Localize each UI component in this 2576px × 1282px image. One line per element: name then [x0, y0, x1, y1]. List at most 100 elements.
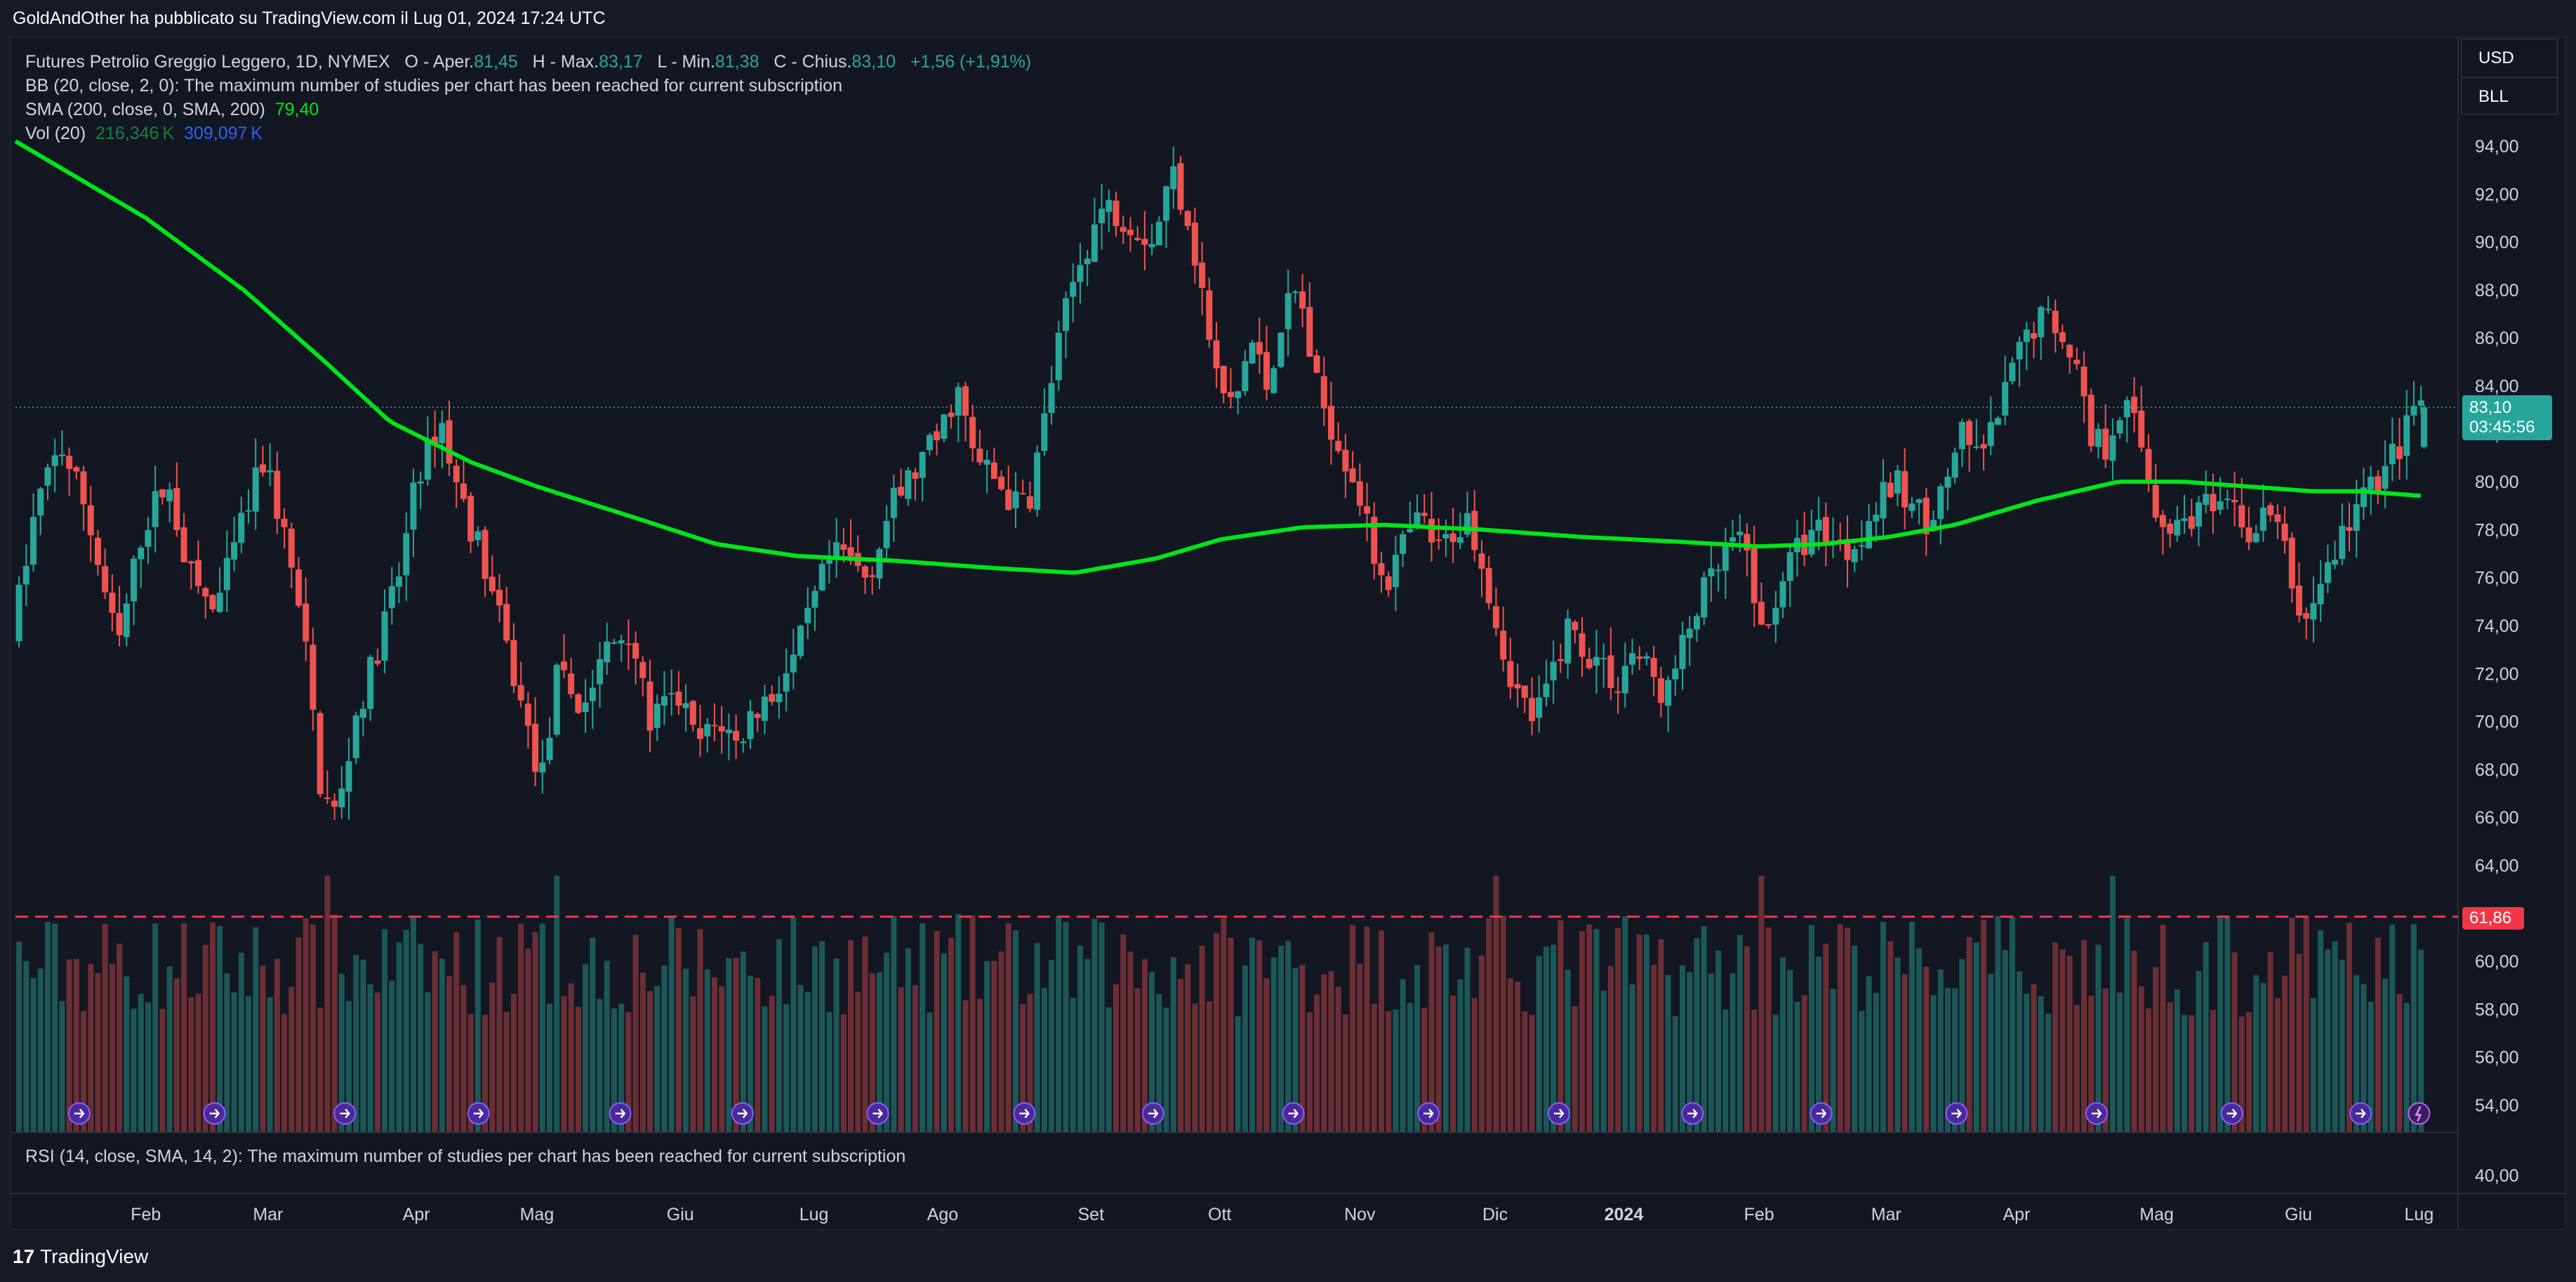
volume-bar [1694, 938, 1700, 1132]
x-tick-label: Ott [1208, 1205, 1231, 1224]
candle-body [145, 530, 152, 547]
volume-bar [346, 1000, 352, 1132]
candle-body [367, 656, 374, 709]
candle-body [697, 728, 704, 739]
candle-body [159, 489, 166, 498]
candle-body [295, 569, 302, 606]
x-tick-label: Mar [253, 1205, 283, 1224]
candle-body [1106, 199, 1113, 212]
volume-bar [81, 1010, 87, 1132]
candle-body [2346, 527, 2353, 531]
candle-body [675, 692, 682, 706]
candle-body [1550, 661, 1557, 681]
candle-body [2094, 429, 2102, 447]
candle-body [1155, 221, 1162, 246]
volume-bar [1098, 922, 1105, 1132]
candle-body [1041, 413, 1048, 451]
volume-bar [2282, 975, 2288, 1132]
volume-bar [2210, 1010, 2216, 1132]
candle-body [267, 470, 274, 473]
volume-bar [597, 998, 603, 1132]
candle-body [73, 467, 80, 472]
candle-body [1005, 489, 1012, 510]
candle-body [403, 533, 410, 576]
volume-bar [23, 960, 29, 1132]
volume-bar [1880, 921, 1887, 1132]
candle-body [2310, 603, 2317, 620]
candle-body [482, 529, 489, 579]
candle-body [1701, 577, 1708, 618]
candle-body [1098, 209, 1106, 223]
volume-bar [991, 960, 997, 1132]
currency-label[interactable]: USD [2462, 39, 2557, 78]
candle-body [2080, 366, 2087, 397]
legend-high-value: 83,17 [599, 52, 643, 72]
volume-bar [547, 1003, 553, 1132]
volume-bar [238, 953, 244, 1132]
candle-body [639, 661, 646, 678]
candle-body [1901, 471, 1908, 508]
volume-bar [1005, 923, 1011, 1132]
unit-selector[interactable]: USD BLL [2461, 39, 2558, 114]
candle-body [1665, 680, 1672, 706]
volume-bar [1894, 957, 1901, 1132]
candle-body [381, 611, 388, 661]
volume-bar [962, 1000, 969, 1132]
footer-brand[interactable]: 17 TradingView [13, 1243, 148, 1271]
legend-bb-row[interactable]: BB (20, close, 2, 0): The maximum number… [25, 76, 842, 96]
volume-bar [704, 969, 710, 1132]
candle-body [1779, 581, 1786, 608]
candle-body [948, 412, 955, 417]
y-tick-label: 54,00 [2475, 1096, 2519, 1116]
volume-bar [2332, 941, 2338, 1132]
volume-bar [1672, 1016, 1678, 1132]
volume-bar [1156, 993, 1162, 1132]
volume-bar [2095, 944, 2102, 1132]
volume-bar [1192, 1003, 1198, 1132]
volume-bar [1565, 970, 1571, 1132]
x-tick-label: Feb [131, 1205, 161, 1224]
volume-bar [245, 996, 251, 1132]
unit-label[interactable]: BLL [2478, 87, 2509, 106]
rsi-pane-label[interactable]: RSI (14, close, SMA, 14, 2): The maximum… [25, 1146, 905, 1167]
volume-bar [324, 875, 331, 1132]
volume-bar [927, 1012, 933, 1132]
volume-bar [1973, 942, 1979, 1132]
candle-body [941, 414, 948, 439]
candle-body [582, 702, 589, 713]
volume-bar [1486, 918, 1492, 1132]
candle-body [2353, 504, 2360, 531]
candle-body [804, 607, 811, 623]
candle-body [1987, 422, 1994, 447]
event-arrow-icon [473, 1109, 484, 1118]
volume-bar [1579, 931, 1586, 1132]
candle-body [2417, 400, 2424, 406]
legend-symbol[interactable]: Futures Petrolio Greggio Leggero, 1D, NY… [25, 52, 390, 72]
candle-body [2087, 395, 2094, 447]
legend-close-label: C - Chius. [774, 52, 852, 72]
candle-body [847, 547, 854, 557]
candle-body [747, 711, 754, 739]
candle-body [1277, 332, 1284, 367]
volume-bar [1177, 979, 1183, 1132]
x-tick-label: Mar [1871, 1205, 1901, 1224]
candle-body [1908, 503, 1916, 511]
volume-bar [1292, 967, 1299, 1132]
legend-sma-row[interactable]: SMA (200, close, 0, SMA, 200) 79,40 [25, 100, 319, 120]
candle-body [2375, 476, 2382, 491]
legend-vol-row[interactable]: Vol (20) 216,346 K 309,097 K [25, 124, 263, 144]
candle-body [1765, 624, 1772, 626]
volume-bar [2310, 998, 2316, 1132]
candle-body [976, 448, 983, 463]
volume-bar [955, 914, 962, 1132]
volume-bar [862, 936, 868, 1132]
candle-body [818, 564, 825, 590]
volume-bar [2382, 978, 2389, 1132]
chart-frame[interactable] [10, 37, 2566, 1230]
volume-bar [1787, 970, 1793, 1132]
candle-body [969, 416, 976, 449]
candle-body [1256, 342, 1263, 355]
volume-bar [2289, 918, 2295, 1132]
volume-bar [1680, 965, 1686, 1132]
